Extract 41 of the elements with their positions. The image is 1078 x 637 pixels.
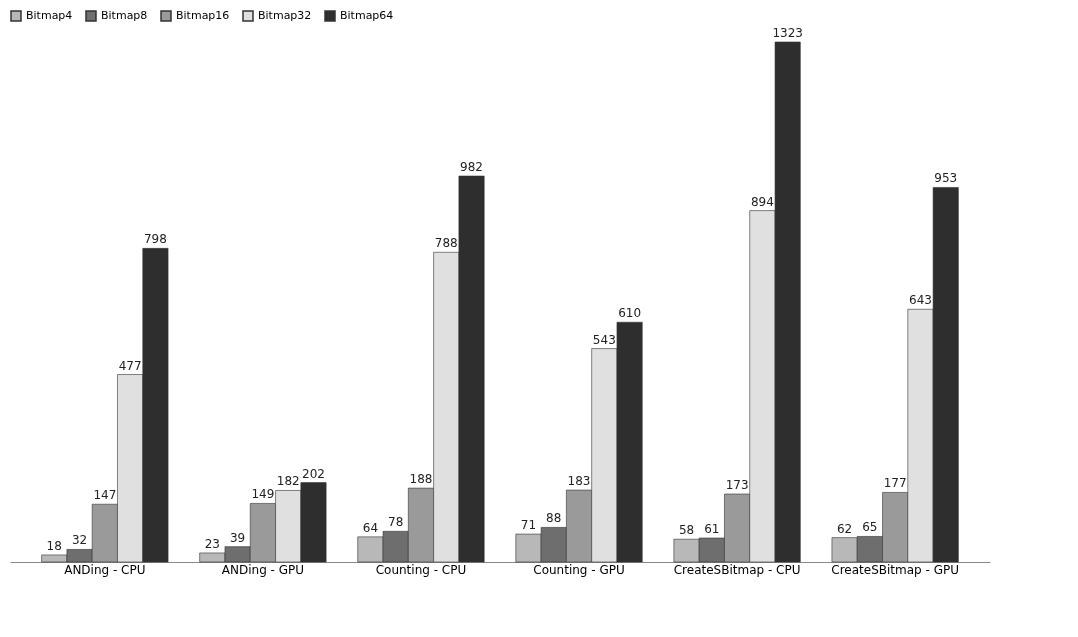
data-label: 182 [276, 474, 300, 489]
data-label: 65 [862, 520, 878, 535]
data-label: 173 [725, 478, 749, 492]
legend-label: Bitmap32 [258, 9, 312, 22]
data-label: 1323 [772, 26, 803, 40]
data-label: 78 [388, 515, 404, 530]
data-label: 543 [592, 332, 616, 347]
data-label: 788 [434, 236, 458, 251]
data-label: 39 [229, 530, 246, 545]
data-label: 177 [883, 476, 907, 491]
data-label: 183 [567, 474, 591, 489]
data-label: 88 [546, 511, 562, 526]
data-label: 610 [618, 306, 642, 321]
data-label: 71 [520, 518, 537, 533]
data-label: 23 [204, 536, 220, 551]
data-label: 61 [704, 522, 720, 537]
data-label: 477 [118, 358, 142, 373]
legend-label: Bitmap8 [101, 9, 148, 22]
x-tick-label: ANDing - CPU [64, 562, 146, 577]
data-label: 58 [678, 523, 695, 538]
data-label: 982 [460, 160, 483, 175]
data-label: 202 [302, 466, 325, 481]
x-tick-label: CreateSBitmap - CPU [673, 562, 801, 577]
data-label: 62 [836, 521, 853, 536]
x-tick-label: ANDing - GPU [221, 562, 305, 577]
legend-label: Bitmap4 [26, 9, 73, 22]
data-label: 64 [362, 520, 379, 535]
data-label: 18 [46, 538, 62, 553]
data-label: 894 [750, 194, 774, 209]
data-label: 32 [71, 533, 88, 548]
data-label: 147 [93, 488, 117, 503]
legend-label: Bitmap16 [176, 9, 230, 22]
x-tick-label: Counting - GPU [533, 562, 625, 577]
data-label: 953 [934, 171, 958, 186]
data-label: 188 [409, 472, 433, 487]
data-label: 798 [143, 232, 167, 247]
x-tick-label: CreateSBitmap - GPU [831, 562, 960, 577]
legend-label: Bitmap64 [340, 9, 394, 22]
data-label: 643 [909, 293, 932, 308]
x-tick-label: Counting - CPU [375, 562, 467, 577]
data-label: 149 [251, 487, 275, 502]
